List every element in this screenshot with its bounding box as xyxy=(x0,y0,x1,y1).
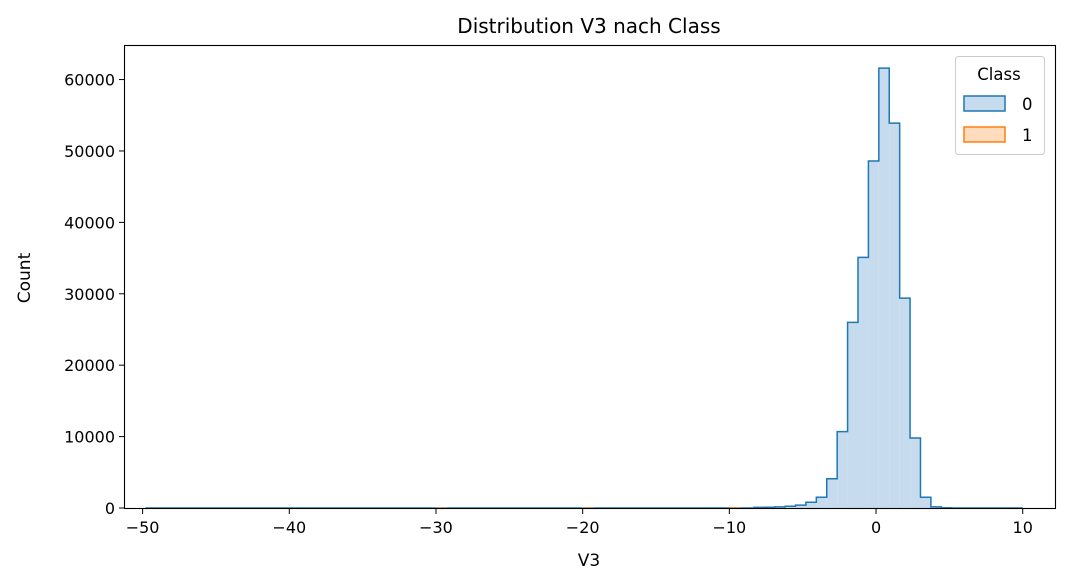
bar-class-0-13 xyxy=(889,123,900,508)
x-tick-label: 10 xyxy=(1013,518,1033,537)
legend-swatch-class-0 xyxy=(963,95,1006,112)
legend-title: Class xyxy=(977,65,1020,84)
legend-label-class-0: 0 xyxy=(1022,95,1033,114)
plot-frame xyxy=(123,44,1057,510)
legend: Class 0 1 xyxy=(955,56,1045,155)
chart-title: Distribution V3 nach Class xyxy=(457,14,720,38)
y-tick-label: 20000 xyxy=(64,356,115,375)
bar-class-0-5 xyxy=(805,502,817,508)
y-tick-label: 30000 xyxy=(64,285,115,304)
y-tick-label: 50000 xyxy=(64,142,115,161)
y-tick-label: 10000 xyxy=(64,428,115,447)
x-tick-label: −30 xyxy=(419,518,453,537)
bar-class-0-6 xyxy=(816,497,827,508)
y-tick-label: 0 xyxy=(105,499,115,518)
x-tick-label: −20 xyxy=(566,518,600,537)
bar-class-0-15 xyxy=(910,438,921,508)
x-tick-label: −10 xyxy=(712,518,746,537)
bar-class-0-4 xyxy=(795,505,806,508)
x-tick-label: −50 xyxy=(126,518,160,537)
y-tick-label: 60000 xyxy=(64,71,115,90)
axis-ticks: −50 −40 −30 −20 −10 0 100100002000030000400005… xyxy=(64,71,1033,537)
bar-class-0-12 xyxy=(878,68,890,508)
bar-class-0-16 xyxy=(920,497,931,508)
legend-swatch-class-1 xyxy=(963,126,1006,143)
bar-class-0-7 xyxy=(826,478,838,508)
series-0-step-outline xyxy=(753,67,953,509)
bar-class-0-14 xyxy=(899,298,911,508)
bar-class-0-11 xyxy=(868,160,879,508)
bar-class-0-10 xyxy=(857,257,869,508)
legend-label-class-1: 1 xyxy=(1022,126,1033,145)
x-tick-label: −40 xyxy=(272,518,306,537)
y-axis-title: Count xyxy=(15,252,35,303)
x-tick-label: 0 xyxy=(871,518,881,537)
bar-class-0-9 xyxy=(847,322,858,508)
bar-class-0-3 xyxy=(785,506,796,508)
y-tick-label: 40000 xyxy=(64,213,115,232)
bar-class-0-8 xyxy=(837,431,848,508)
x-axis-title: V3 xyxy=(578,551,600,571)
